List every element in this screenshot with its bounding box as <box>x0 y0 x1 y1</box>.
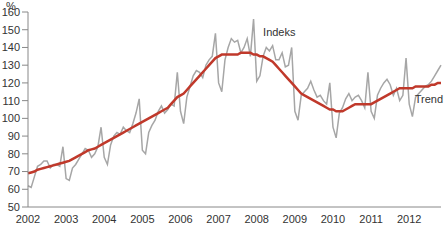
svg-text:90: 90 <box>8 130 20 142</box>
svg-text:2010: 2010 <box>321 213 345 225</box>
svg-text:80: 80 <box>8 148 20 160</box>
svg-text:2009: 2009 <box>283 213 307 225</box>
svg-text:2003: 2003 <box>54 213 78 225</box>
svg-text:2007: 2007 <box>206 213 230 225</box>
svg-text:Indeks: Indeks <box>263 26 296 38</box>
svg-text:2002: 2002 <box>16 213 40 225</box>
svg-text:2006: 2006 <box>168 213 192 225</box>
svg-text:100: 100 <box>8 112 20 124</box>
svg-text:2004: 2004 <box>92 213 116 225</box>
svg-text:50: 50 <box>8 201 20 213</box>
svg-text:150: 150 <box>8 24 20 36</box>
svg-text:60: 60 <box>8 183 20 195</box>
svg-text:2012: 2012 <box>397 213 421 225</box>
svg-text:140: 140 <box>8 41 20 53</box>
svg-text:Trend: Trend <box>415 93 437 105</box>
svg-text:2011: 2011 <box>359 213 383 225</box>
svg-text:160: 160 <box>8 6 20 18</box>
svg-text:120: 120 <box>8 77 20 89</box>
svg-text:2005: 2005 <box>130 213 154 225</box>
svg-text:70: 70 <box>8 165 20 177</box>
svg-text:2008: 2008 <box>244 213 268 225</box>
svg-text:110: 110 <box>8 95 20 107</box>
svg-text:130: 130 <box>8 59 20 71</box>
